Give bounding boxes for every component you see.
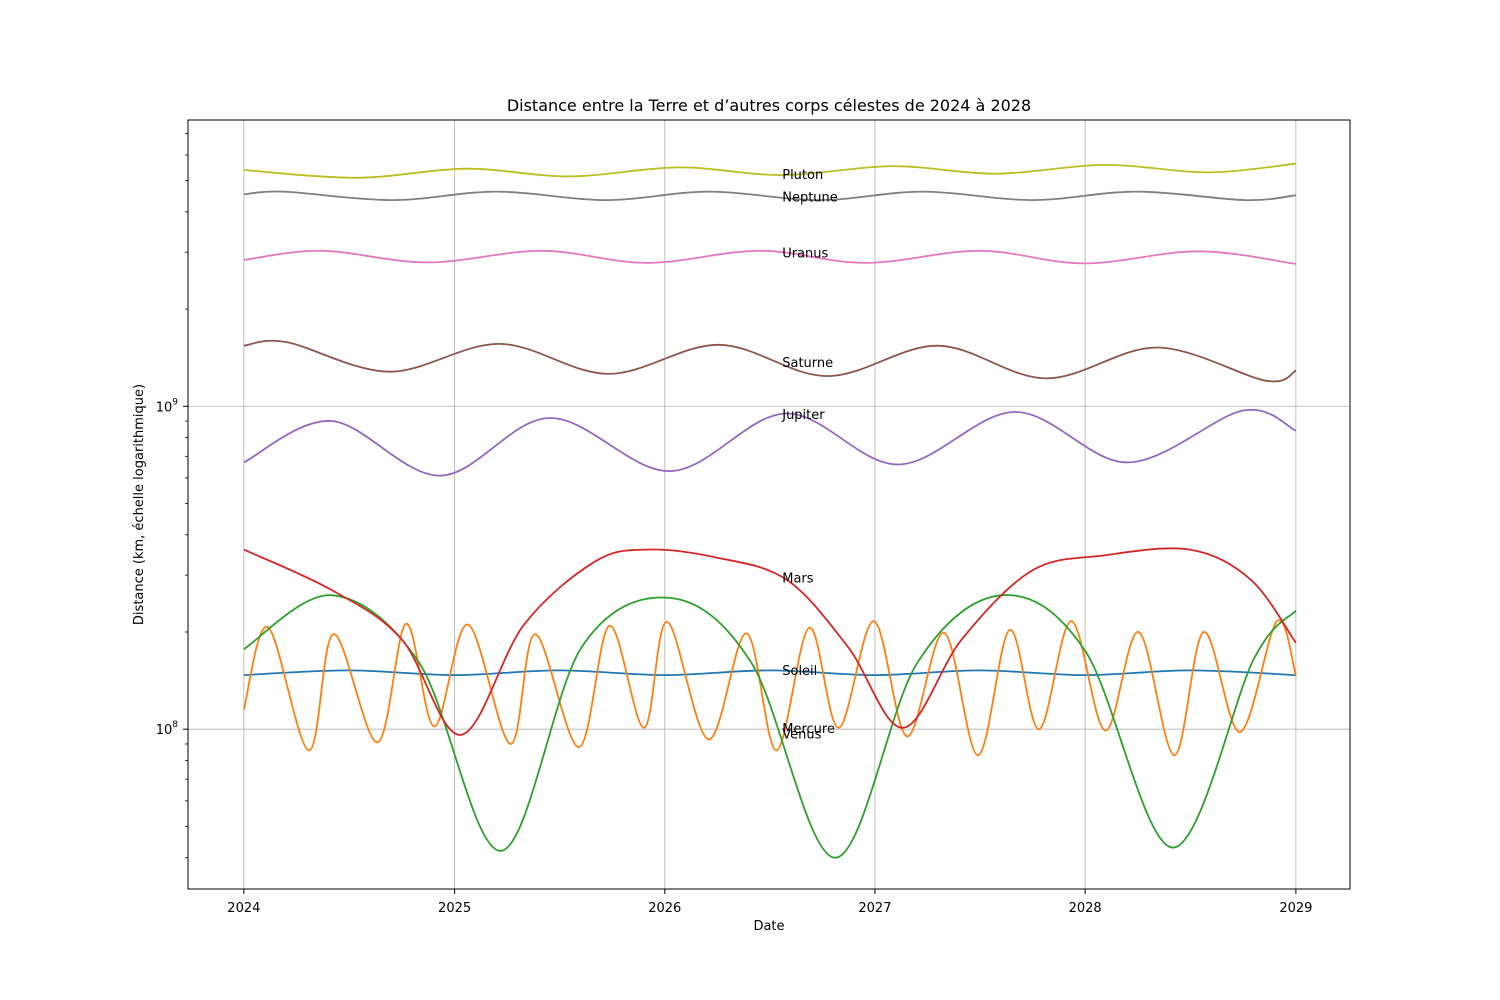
- series-label-mars: Mars: [782, 571, 814, 586]
- y-axis-ticks: 108 109: [156, 132, 188, 859]
- x-tick-label: 2026: [648, 901, 681, 916]
- x-tick-label: 2029: [1279, 901, 1312, 916]
- x-tick-label: 2027: [858, 901, 891, 916]
- series-line-pluton: [243, 162, 1296, 179]
- series-line-mars: [243, 547, 1297, 736]
- chart-title: Distance entre la Terre et d’autres corp…: [507, 96, 1031, 115]
- series-line-mercure: [243, 619, 1297, 757]
- series-line-venus: [243, 594, 1297, 859]
- grid: [188, 120, 1350, 889]
- x-axis-ticks: 2024 2025 2026 2027 2028 2029: [227, 889, 1312, 916]
- series-label-saturne: Saturne: [782, 356, 833, 371]
- x-axis-label: Date: [753, 919, 784, 934]
- series-lines: [243, 162, 1297, 859]
- x-tick-label: 2025: [438, 901, 471, 916]
- series-label-jupiter: Jupiter: [781, 408, 825, 423]
- y-tick-label: 109: [156, 397, 179, 415]
- plot-frame: [187, 119, 1351, 890]
- series-line-neptune: [243, 190, 1296, 202]
- series-label-pluton: Pluton: [782, 168, 823, 183]
- x-tick-label: 2024: [227, 901, 260, 916]
- series-line-soleil: [243, 669, 1296, 676]
- y-tick-label: 108: [156, 720, 179, 738]
- x-tick-label: 2028: [1069, 901, 1102, 916]
- series-line-uranus: [243, 249, 1297, 265]
- series-label-uranus: Uranus: [782, 246, 828, 261]
- series-label-venus: Vénus: [782, 727, 821, 742]
- series-label-soleil: Soleil: [782, 664, 817, 679]
- y-axis-label: Distance (km, échelle logarithmique): [132, 384, 147, 625]
- series-label-mercure: Mercure: [782, 722, 835, 737]
- series-label-neptune: Neptune: [782, 190, 838, 205]
- series-line-jupiter: [243, 408, 1297, 477]
- series-line-saturne: [243, 339, 1297, 383]
